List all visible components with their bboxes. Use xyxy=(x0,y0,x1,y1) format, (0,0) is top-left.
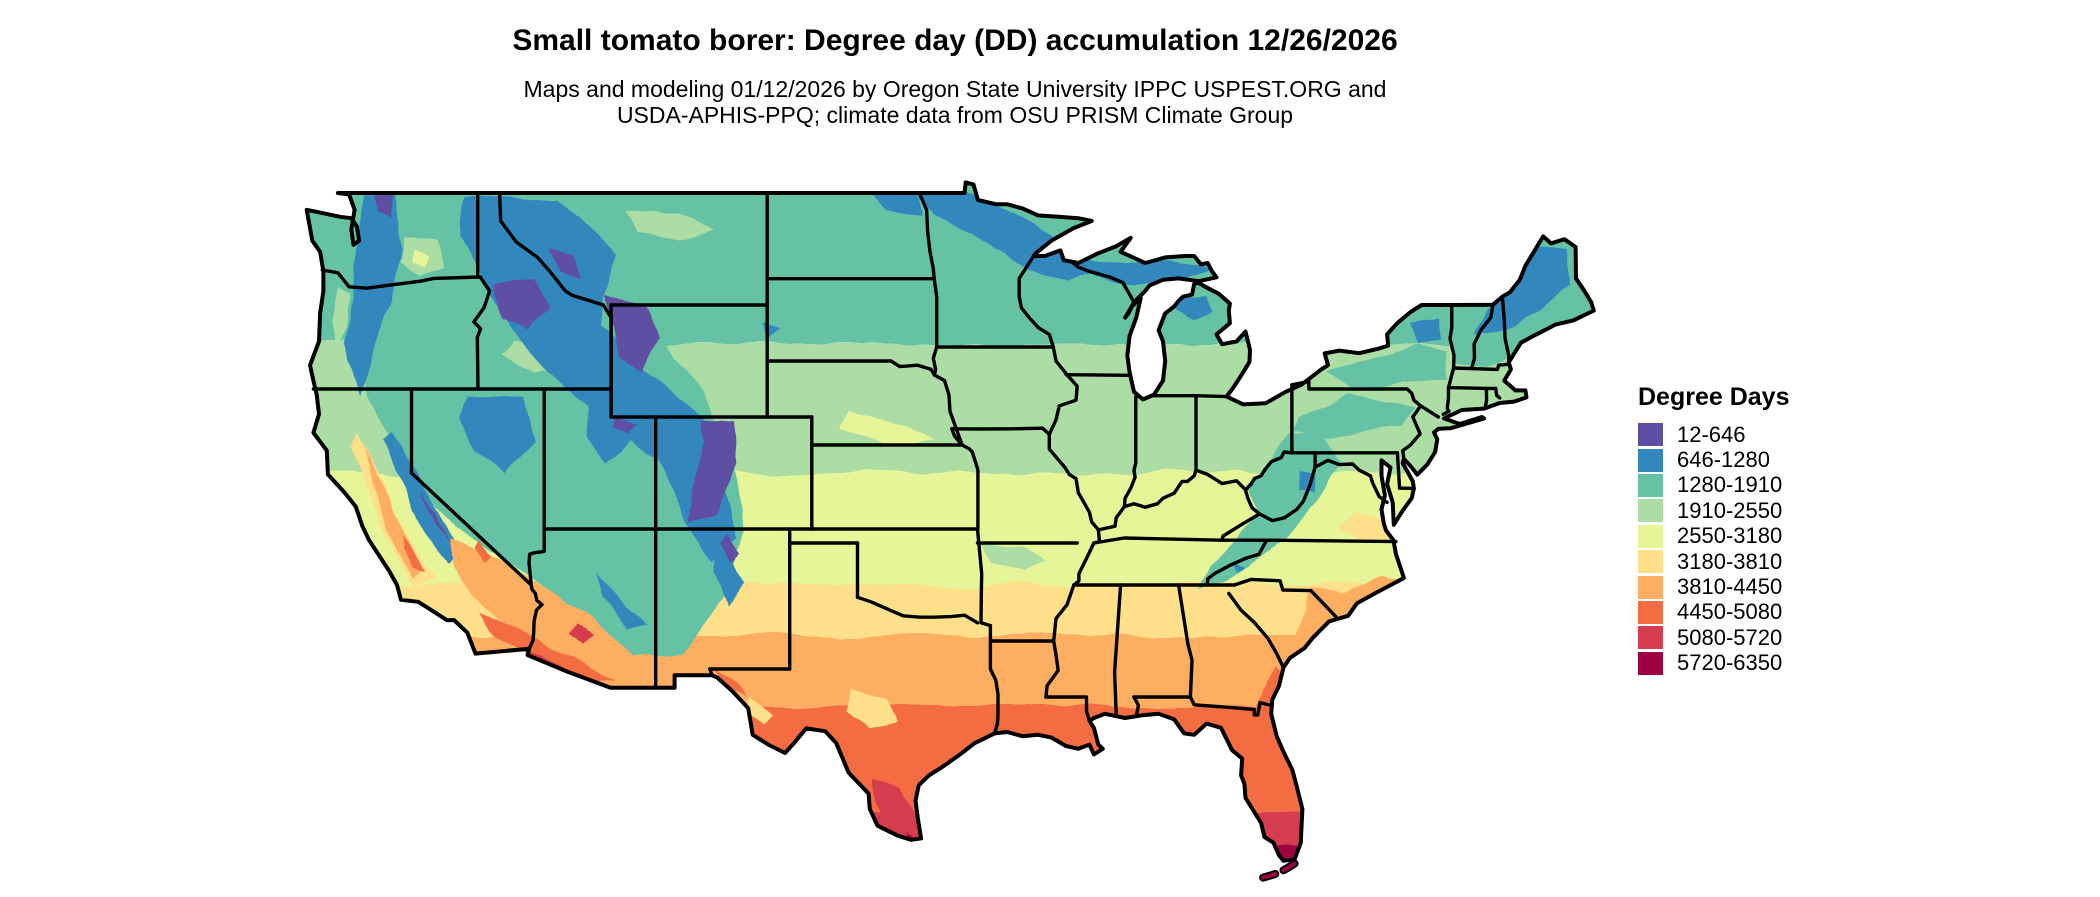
page-title: Small tomato borer: Degree day (DD) accu… xyxy=(512,24,1398,57)
legend-swatch xyxy=(1638,448,1663,472)
legend-items: 12-646 646-1280 1280-1910 1910-2550 2550-318… xyxy=(1638,422,1789,676)
map-fill-layer xyxy=(306,182,1594,861)
header: Small tomato borer: Degree day (DD) accu… xyxy=(0,0,1910,128)
legend-range-label: 3180-3810 xyxy=(1677,548,1783,574)
legend-row: 3180-3810 xyxy=(1638,549,1789,574)
legend-range-label: 12-646 xyxy=(1677,421,1746,447)
legend-range-label: 5720-6350 xyxy=(1677,650,1783,676)
subtitle-line-1: Maps and modeling 01/12/2026 by Oregon S… xyxy=(523,76,1387,102)
state-borders xyxy=(311,191,1511,736)
legend-swatch xyxy=(1638,499,1663,523)
legend-swatch xyxy=(1638,550,1663,574)
us-outline xyxy=(304,180,1596,863)
legend-row: 12-646 xyxy=(1638,422,1789,447)
legend-range-label: 3810-4450 xyxy=(1677,574,1783,600)
legend-range-label: 4450-5080 xyxy=(1677,599,1783,625)
legend-range-label: 2550-3180 xyxy=(1677,523,1783,549)
legend-swatch xyxy=(1638,524,1663,548)
legend: Degree Days 12-646 646-1280 1280-1910 1910-… xyxy=(1638,383,1789,676)
legend-row: 2550-3180 xyxy=(1638,523,1789,549)
legend-swatch xyxy=(1638,651,1663,675)
legend-swatch xyxy=(1638,600,1663,624)
legend-swatch xyxy=(1638,423,1663,447)
page-subtitle: Maps and modeling 01/12/2026 by Oregon S… xyxy=(0,76,1910,128)
legend-swatch xyxy=(1638,626,1663,650)
florida-keys xyxy=(1261,861,1297,880)
subtitle-line-2: USDA-APHIS-PPQ; climate data from OSU PR… xyxy=(616,102,1294,128)
legend-range-label: 646-1280 xyxy=(1677,447,1770,473)
legend-range-label: 5080-5720 xyxy=(1677,624,1783,650)
legend-row: 3810-4450 xyxy=(1638,574,1789,599)
legend-swatch xyxy=(1638,575,1663,599)
legend-swatch xyxy=(1638,473,1663,497)
legend-range-label: 1280-1910 xyxy=(1677,472,1783,498)
legend-row: 5720-6350 xyxy=(1638,650,1789,676)
legend-row: 646-1280 xyxy=(1638,447,1789,472)
legend-row: 1280-1910 xyxy=(1638,472,1789,498)
legend-range-label: 1910-2550 xyxy=(1677,497,1783,523)
legend-row: 1910-2550 xyxy=(1638,498,1789,523)
legend-row: 4450-5080 xyxy=(1638,599,1789,625)
legend-title: Degree Days xyxy=(1638,383,1790,411)
legend-row: 5080-5720 xyxy=(1638,625,1789,650)
